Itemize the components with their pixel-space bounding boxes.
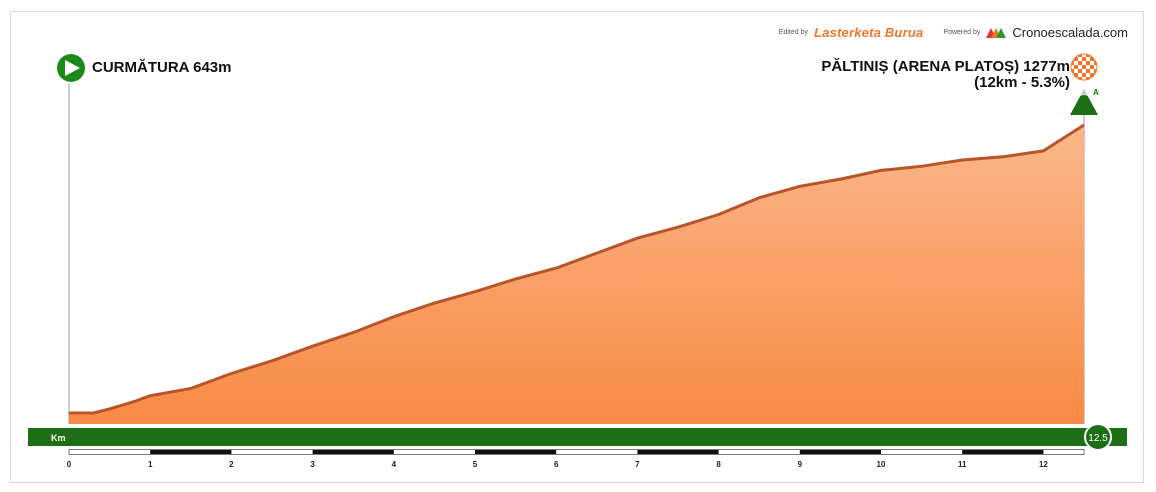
mountains-logo-icon bbox=[986, 27, 1007, 38]
climb-summary: (12km - 5.3%) bbox=[974, 74, 1070, 91]
km-scale-segment bbox=[637, 450, 719, 454]
start-label: CURMĂTURA 643m bbox=[92, 59, 232, 76]
checker-square bbox=[1090, 61, 1094, 65]
checker-square bbox=[1074, 61, 1078, 65]
brand-logo-text[interactable]: Lasterketa Burua bbox=[813, 25, 924, 40]
checkered-flag-icon bbox=[1070, 53, 1098, 81]
x-tick-label: 0 bbox=[67, 460, 72, 469]
x-tick-label: 8 bbox=[716, 460, 721, 469]
checker-square bbox=[1074, 73, 1078, 77]
site-name-text[interactable]: Cronoescalada.com bbox=[1012, 25, 1128, 40]
km-bar bbox=[28, 428, 1127, 446]
km-scale-segment bbox=[962, 450, 1044, 454]
checker-square bbox=[1078, 77, 1082, 80]
checker-square bbox=[1086, 77, 1090, 80]
powered-by-text: Powered by bbox=[943, 29, 981, 36]
checker-square bbox=[1082, 65, 1086, 69]
checker-square bbox=[1082, 69, 1086, 73]
checker-square bbox=[1074, 69, 1078, 73]
km-axis-label: Km bbox=[51, 433, 66, 443]
checker-square bbox=[1094, 69, 1097, 73]
checker-square bbox=[1086, 61, 1090, 65]
checker-square bbox=[1071, 69, 1074, 73]
checker-square bbox=[1094, 61, 1097, 65]
km-scale-segment bbox=[150, 450, 232, 454]
checker-square bbox=[1082, 61, 1086, 65]
checker-square bbox=[1086, 69, 1090, 73]
checker-square bbox=[1078, 65, 1082, 69]
profile-area bbox=[69, 124, 1084, 424]
checker-square bbox=[1090, 69, 1094, 73]
x-tick-label: 9 bbox=[798, 460, 803, 469]
mountain-summit-icon: A bbox=[1070, 88, 1099, 115]
end-km-label: 12.5 bbox=[1088, 433, 1108, 444]
km-scale-segment bbox=[312, 450, 394, 454]
checker-square bbox=[1082, 57, 1086, 61]
checker-square bbox=[1086, 73, 1090, 77]
profile-edge-line bbox=[69, 123, 1085, 415]
finish-block: PĂLTINIȘ (ARENA PLATOȘ) 1277m (12km - 5.… bbox=[821, 59, 1070, 91]
checker-square bbox=[1074, 65, 1078, 69]
checker-square bbox=[1078, 73, 1082, 77]
checker-square bbox=[1078, 69, 1082, 73]
checker-square bbox=[1071, 65, 1074, 69]
finish-label: PĂLTINIȘ (ARENA PLATOȘ) 1277m bbox=[821, 58, 1070, 75]
checker-square bbox=[1086, 65, 1090, 69]
checker-square bbox=[1082, 77, 1086, 80]
x-tick-label: 11 bbox=[958, 460, 967, 469]
km-scale-outline bbox=[68, 449, 1085, 455]
x-tick-label: 5 bbox=[473, 460, 478, 469]
checker-square bbox=[1071, 61, 1074, 65]
checker-square bbox=[1078, 54, 1082, 57]
x-tick-label: 1 bbox=[148, 460, 153, 469]
play-icon bbox=[57, 54, 85, 82]
edited-by-text: Edited by bbox=[778, 29, 808, 36]
checker-square bbox=[1082, 73, 1086, 77]
checker-square bbox=[1090, 73, 1094, 77]
km-scale-segment bbox=[799, 450, 881, 454]
checker-square bbox=[1082, 54, 1086, 57]
km-scale-segment bbox=[475, 450, 557, 454]
x-tick-label: 4 bbox=[392, 460, 397, 469]
x-tick-label: 3 bbox=[310, 460, 315, 469]
checker-square bbox=[1078, 61, 1082, 65]
x-tick-label: 12 bbox=[1039, 460, 1048, 469]
checker-square bbox=[1086, 54, 1090, 57]
credits: Edited by Lasterketa Burua Powered by Cr… bbox=[779, 25, 1128, 40]
x-tick-label: 10 bbox=[877, 460, 886, 469]
checker-square bbox=[1094, 65, 1097, 69]
checker-square bbox=[1090, 57, 1094, 61]
x-tick-label: 6 bbox=[554, 460, 559, 469]
checker-square bbox=[1086, 57, 1090, 61]
checker-square bbox=[1090, 65, 1094, 69]
checker-square bbox=[1078, 57, 1082, 61]
x-tick-label: 2 bbox=[229, 460, 234, 469]
x-tick-label: 7 bbox=[635, 460, 640, 469]
checker-square bbox=[1074, 57, 1078, 61]
end-km-badge bbox=[1084, 423, 1112, 451]
summit-mark: A bbox=[1093, 88, 1099, 97]
